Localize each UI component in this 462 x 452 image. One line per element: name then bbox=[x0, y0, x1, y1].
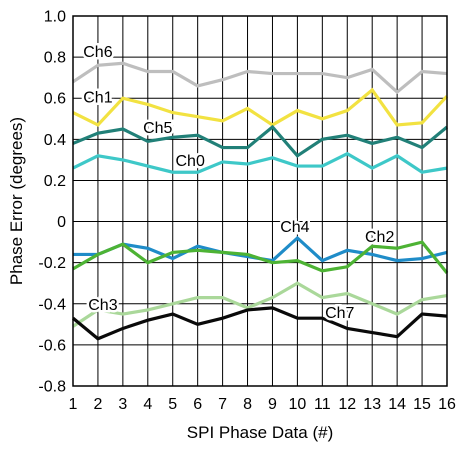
x-tick-label: 14 bbox=[388, 396, 406, 413]
series-line-ch6 bbox=[72, 61, 448, 95]
y-axis-label: Phase Error (degrees) bbox=[7, 117, 26, 285]
x-tick-label: 8 bbox=[243, 396, 252, 413]
y-tick-label: 1.0 bbox=[44, 9, 66, 26]
x-tick-label: 6 bbox=[193, 396, 202, 413]
x-tick-label: 15 bbox=[413, 396, 431, 413]
y-tick-label: -0.2 bbox=[38, 255, 66, 272]
series-label-ch4: Ch4 bbox=[280, 219, 309, 236]
x-tick-label: 4 bbox=[143, 396, 152, 413]
series-line-ch7 bbox=[71, 306, 448, 341]
series-line-ch2 bbox=[72, 240, 449, 274]
x-tick-label: 16 bbox=[438, 396, 456, 413]
series-label-ch7: Ch7 bbox=[325, 305, 354, 322]
y-tick-label: -0.6 bbox=[38, 337, 66, 354]
series-lines bbox=[71, 61, 449, 341]
x-tick-label: 1 bbox=[69, 396, 78, 413]
series-line-ch1 bbox=[72, 87, 449, 127]
y-tick-label: -0.8 bbox=[38, 379, 66, 396]
x-tick-label: 9 bbox=[268, 396, 277, 413]
series-line-ch3 bbox=[72, 281, 448, 328]
tick-labels: 1 2 3 4 5 6 7 8 9 10 11 12 13 14 15 16-0.8-0.6-0.4-0.20… bbox=[38, 9, 456, 414]
series-line-ch5 bbox=[72, 124, 449, 158]
x-tick-label: 12 bbox=[338, 396, 356, 413]
series-label-ch2: Ch2 bbox=[365, 229, 394, 246]
x-tick-label: 5 bbox=[168, 396, 177, 413]
plot-frame bbox=[72, 15, 448, 387]
series-label-ch6: Ch6 bbox=[83, 44, 112, 61]
series-label-ch3: Ch3 bbox=[88, 297, 117, 314]
series-label-ch1: Ch1 bbox=[83, 89, 112, 106]
series-line-ch0 bbox=[72, 151, 448, 174]
x-axis-label: SPI Phase Data (#) bbox=[187, 423, 333, 442]
x-tick-label: 13 bbox=[363, 396, 381, 413]
series-label-ch0: Ch0 bbox=[176, 153, 205, 170]
y-tick-label: 0.2 bbox=[44, 173, 66, 190]
y-tick-label: 0.4 bbox=[44, 132, 66, 149]
y-tick-label: 0 bbox=[57, 214, 66, 231]
y-tick-label: 0.6 bbox=[44, 91, 66, 108]
y-tick-label: -0.4 bbox=[38, 296, 66, 313]
x-tick-label: 10 bbox=[289, 396, 307, 413]
x-tick-label: 2 bbox=[93, 396, 102, 413]
series-label-ch5: Ch5 bbox=[143, 120, 172, 137]
y-tick-label: 0.8 bbox=[44, 50, 66, 67]
x-tick-label: 3 bbox=[118, 396, 127, 413]
x-tick-label: 11 bbox=[314, 396, 331, 413]
x-tick-label: 7 bbox=[218, 396, 227, 413]
